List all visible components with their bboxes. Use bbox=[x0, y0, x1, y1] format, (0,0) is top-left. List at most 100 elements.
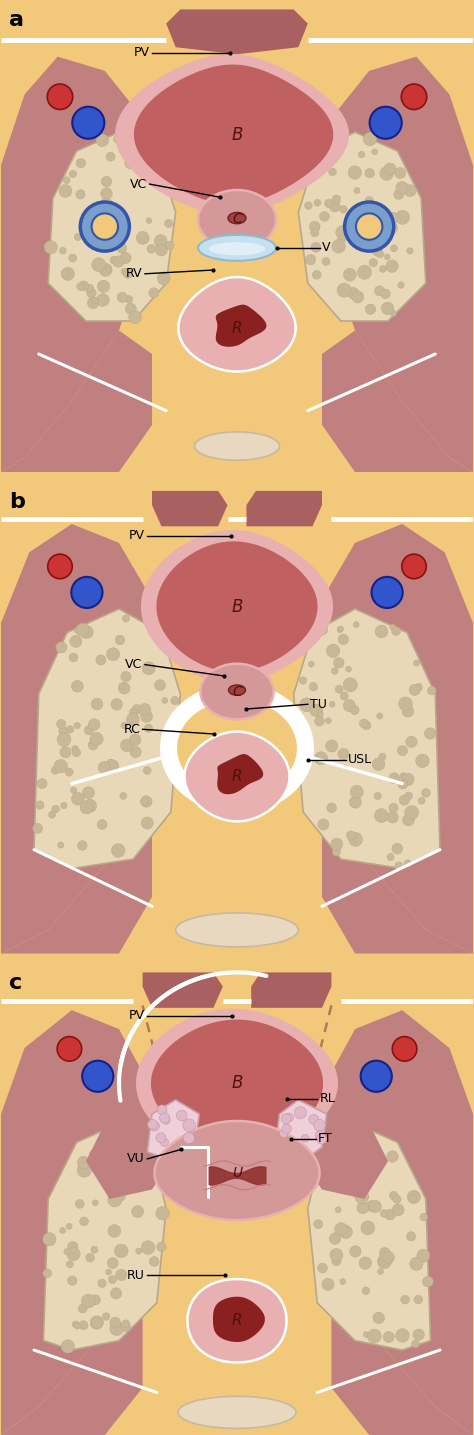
Circle shape bbox=[36, 801, 44, 809]
Circle shape bbox=[335, 1223, 347, 1236]
Circle shape bbox=[117, 243, 127, 253]
Circle shape bbox=[74, 1323, 81, 1329]
Circle shape bbox=[77, 1164, 91, 1177]
Circle shape bbox=[428, 686, 436, 695]
Circle shape bbox=[123, 270, 133, 278]
Polygon shape bbox=[177, 700, 297, 796]
Text: B: B bbox=[231, 597, 243, 616]
Circle shape bbox=[409, 684, 420, 696]
Circle shape bbox=[299, 677, 307, 684]
Circle shape bbox=[281, 1114, 291, 1124]
Circle shape bbox=[47, 85, 73, 109]
Circle shape bbox=[327, 804, 337, 812]
Circle shape bbox=[143, 766, 151, 775]
Text: RU: RU bbox=[127, 1269, 145, 1281]
Polygon shape bbox=[322, 56, 473, 472]
Text: PV: PV bbox=[129, 1009, 145, 1022]
Circle shape bbox=[96, 654, 106, 664]
Circle shape bbox=[315, 716, 324, 726]
Circle shape bbox=[141, 796, 152, 808]
Circle shape bbox=[86, 218, 97, 228]
Circle shape bbox=[423, 1276, 433, 1287]
Polygon shape bbox=[160, 683, 314, 814]
Circle shape bbox=[66, 1223, 72, 1230]
Circle shape bbox=[392, 1195, 401, 1204]
Circle shape bbox=[395, 211, 410, 224]
Polygon shape bbox=[184, 732, 290, 821]
Circle shape bbox=[338, 634, 348, 644]
Polygon shape bbox=[1, 1317, 143, 1435]
Circle shape bbox=[141, 710, 153, 722]
Circle shape bbox=[164, 220, 173, 228]
Circle shape bbox=[282, 1124, 292, 1134]
Circle shape bbox=[147, 244, 156, 253]
Circle shape bbox=[87, 288, 96, 297]
Circle shape bbox=[113, 255, 124, 267]
Circle shape bbox=[310, 221, 320, 232]
Circle shape bbox=[85, 207, 97, 218]
Circle shape bbox=[82, 1294, 95, 1307]
Circle shape bbox=[392, 627, 401, 636]
Text: U: U bbox=[232, 1167, 242, 1180]
Circle shape bbox=[84, 726, 93, 735]
Circle shape bbox=[355, 1190, 369, 1204]
Circle shape bbox=[340, 1279, 346, 1284]
Circle shape bbox=[382, 303, 394, 314]
Circle shape bbox=[310, 705, 323, 716]
Circle shape bbox=[340, 692, 348, 700]
Circle shape bbox=[149, 288, 159, 298]
Circle shape bbox=[350, 1246, 361, 1257]
Circle shape bbox=[379, 1247, 391, 1258]
Circle shape bbox=[150, 1121, 159, 1131]
Circle shape bbox=[361, 1060, 392, 1092]
Circle shape bbox=[409, 1195, 417, 1203]
Circle shape bbox=[67, 1247, 80, 1260]
Circle shape bbox=[109, 1276, 117, 1284]
Circle shape bbox=[320, 146, 328, 155]
Circle shape bbox=[127, 713, 139, 726]
Circle shape bbox=[97, 819, 107, 829]
Circle shape bbox=[314, 1119, 326, 1131]
Circle shape bbox=[108, 1257, 118, 1269]
Circle shape bbox=[385, 1210, 396, 1220]
Circle shape bbox=[146, 218, 152, 224]
Circle shape bbox=[110, 1322, 124, 1336]
Circle shape bbox=[387, 1151, 398, 1162]
Circle shape bbox=[91, 1294, 100, 1304]
Circle shape bbox=[421, 789, 430, 798]
Circle shape bbox=[88, 719, 100, 730]
Polygon shape bbox=[322, 835, 473, 953]
Ellipse shape bbox=[228, 684, 246, 696]
Circle shape bbox=[111, 844, 125, 857]
Circle shape bbox=[305, 202, 312, 210]
Circle shape bbox=[404, 860, 411, 867]
Text: VC: VC bbox=[130, 178, 147, 191]
Circle shape bbox=[372, 577, 403, 608]
Text: R: R bbox=[232, 320, 242, 336]
Circle shape bbox=[389, 804, 398, 812]
Circle shape bbox=[301, 1135, 309, 1142]
Polygon shape bbox=[322, 330, 473, 472]
Circle shape bbox=[76, 623, 89, 636]
Circle shape bbox=[141, 1241, 155, 1254]
Circle shape bbox=[407, 248, 413, 254]
Circle shape bbox=[339, 205, 347, 214]
Circle shape bbox=[64, 1248, 70, 1254]
Polygon shape bbox=[1, 56, 152, 472]
Circle shape bbox=[392, 1204, 404, 1215]
Circle shape bbox=[160, 1138, 169, 1147]
Polygon shape bbox=[275, 1099, 327, 1161]
Polygon shape bbox=[134, 65, 333, 205]
Circle shape bbox=[396, 1329, 409, 1342]
Circle shape bbox=[328, 168, 337, 175]
Circle shape bbox=[94, 221, 107, 234]
Circle shape bbox=[91, 1317, 102, 1329]
Circle shape bbox=[406, 1231, 416, 1241]
Circle shape bbox=[98, 762, 111, 773]
Circle shape bbox=[316, 624, 328, 636]
Text: a: a bbox=[9, 10, 25, 30]
Circle shape bbox=[159, 1112, 170, 1124]
Circle shape bbox=[78, 1304, 87, 1313]
Ellipse shape bbox=[178, 1396, 296, 1428]
Circle shape bbox=[82, 1060, 113, 1092]
